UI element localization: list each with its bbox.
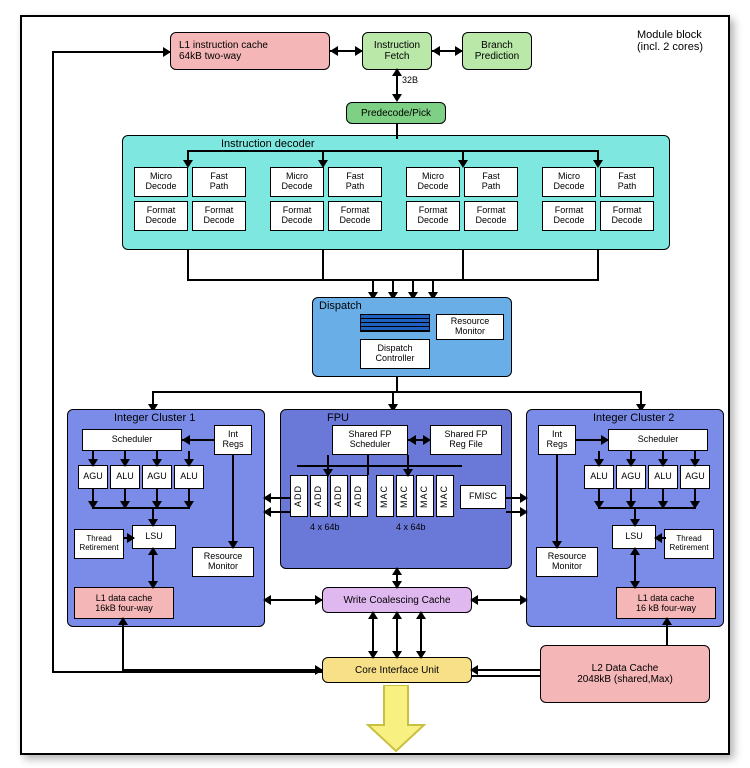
int1-regs: Int Regs <box>214 425 252 455</box>
micro-decode: Micro Decode <box>542 167 596 197</box>
decoder-lane-1: Micro Decode Fast Path Format Decode For… <box>134 167 248 239</box>
decoder-lane-4: Micro Decode Fast Path Format Decode For… <box>542 167 656 239</box>
format-decode: Format Decode <box>270 201 324 231</box>
core-interface-unit: Core Interface Unit <box>322 657 472 683</box>
int1-agu-1: AGU <box>78 465 108 489</box>
fpu-fmisc: FMISC <box>460 485 506 509</box>
int2-l1d-cache: L1 data cache 16 kB four-way <box>616 587 716 619</box>
l2-sub: 2048kB (shared,Max) <box>577 674 673 685</box>
fpu-title: FPU <box>327 412 349 424</box>
int1-title: Integer Cluster 1 <box>114 412 195 424</box>
l2-data-cache: L2 Data Cache 2048kB (shared,Max) <box>540 645 710 703</box>
int2-resource-monitor: Resource Monitor <box>536 547 598 577</box>
write-coalescing-cache: Write Coalescing Cache <box>322 587 472 613</box>
decoder-lane-3: Micro Decode Fast Path Format Decode For… <box>406 167 520 239</box>
l1i-sub: 64kB two-way <box>179 51 241 62</box>
int2-agu-1: AGU <box>616 465 646 489</box>
format-decode: Format Decode <box>134 201 188 231</box>
dispatch-resource-monitor: Resource Monitor <box>436 314 504 340</box>
micro-decode: Micro Decode <box>270 167 324 197</box>
instruction-fetch: Instruction Fetch <box>362 32 432 70</box>
decoder-lane-2: Micro Decode Fast Path Format Decode For… <box>270 167 384 239</box>
dispatch-controller: Dispatch Controller <box>360 339 430 369</box>
fpu-add-1: ADD <box>290 475 308 517</box>
bus-32b-label: 32B <box>402 75 418 85</box>
int2-agu-2: AGU <box>680 465 710 489</box>
fpu-scheduler: Shared FP Scheduler <box>332 425 408 455</box>
dispatch-queue <box>360 314 430 332</box>
int2-thread-retire: Thread Retirement <box>664 529 714 559</box>
branch-prediction: Branch Prediction <box>462 32 532 70</box>
module-block-label: Module block (incl. 2 cores) <box>637 29 703 53</box>
int1-scheduler: Scheduler <box>82 429 182 451</box>
fpu-add-4: ADD <box>350 475 368 517</box>
int2-scheduler: Scheduler <box>608 429 708 451</box>
int2-lsu: LSU <box>612 525 656 549</box>
int1-agu-2: AGU <box>142 465 172 489</box>
fast-path: Fast Path <box>600 167 654 197</box>
fpu-mac-4: MAC <box>436 475 454 517</box>
module-frame: Module block (incl. 2 cores) L1 instruct… <box>20 15 730 755</box>
int2-alu-2: ALU <box>648 465 678 489</box>
fpu-mac-1: MAC <box>376 475 394 517</box>
int1-alu-1: ALU <box>110 465 140 489</box>
l2-title: L2 Data Cache <box>592 663 659 674</box>
int1-thread-retire: Thread Retirement <box>74 529 124 559</box>
format-decode: Format Decode <box>406 201 460 231</box>
l1-icache: L1 instruction cache 64kB two-way <box>170 32 330 70</box>
int1-lsu: LSU <box>132 525 176 549</box>
fpu-add-3: ADD <box>330 475 348 517</box>
format-decode: Format Decode <box>328 201 382 231</box>
output-arrow-icon <box>366 685 426 753</box>
fast-path: Fast Path <box>192 167 246 197</box>
micro-decode: Micro Decode <box>406 167 460 197</box>
predecode-pick: Predecode/Pick <box>346 102 446 124</box>
fpu-mac-2: MAC <box>396 475 414 517</box>
dispatch-title: Dispatch <box>319 300 362 312</box>
fpu-add-2: ADD <box>310 475 328 517</box>
decoder-title: Instruction decoder <box>221 138 315 150</box>
micro-decode: Micro Decode <box>134 167 188 197</box>
format-decode: Format Decode <box>542 201 596 231</box>
l1i-title: L1 instruction cache <box>179 40 268 51</box>
format-decode: Format Decode <box>464 201 518 231</box>
fpu-regfile: Shared FP Reg File <box>430 425 502 455</box>
int1-l1d-cache: L1 data cache 16kB four-way <box>74 587 174 619</box>
fast-path: Fast Path <box>464 167 518 197</box>
int1-resource-monitor: Resource Monitor <box>192 547 254 577</box>
fpu-mac-3: MAC <box>416 475 434 517</box>
int1-alu-2: ALU <box>174 465 204 489</box>
fpu-4x64-2: 4 x 64b <box>396 522 426 532</box>
format-decode: Format Decode <box>192 201 246 231</box>
int2-regs: Int Regs <box>538 425 576 455</box>
format-decode: Format Decode <box>600 201 654 231</box>
int2-alu-1: ALU <box>584 465 614 489</box>
fast-path: Fast Path <box>328 167 382 197</box>
int2-title: Integer Cluster 2 <box>593 412 674 424</box>
fpu-4x64-1: 4 x 64b <box>310 522 340 532</box>
